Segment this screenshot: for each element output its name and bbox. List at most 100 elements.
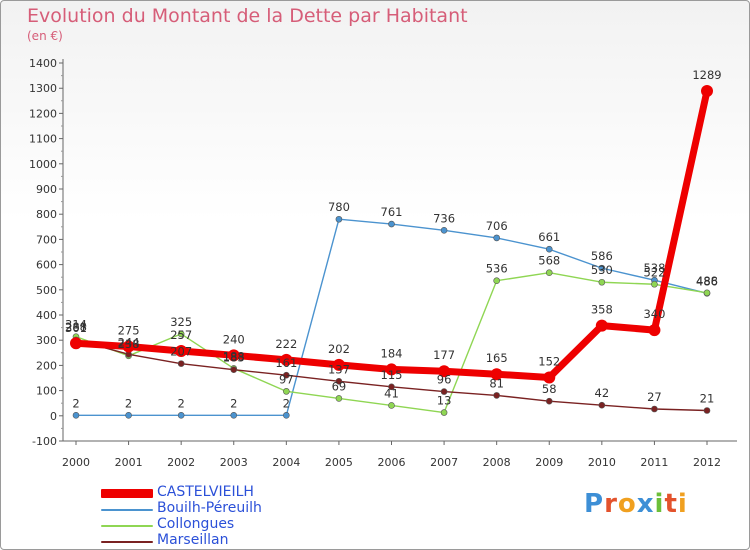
y-tick-label: 1200: [29, 107, 57, 120]
data-point: [493, 234, 500, 242]
data-label: 202: [328, 342, 350, 356]
x-tick-label: 2003: [220, 456, 248, 469]
data-label: 177: [433, 348, 455, 362]
x-tick-label: 2011: [640, 456, 668, 469]
data-point: [545, 245, 553, 253]
data-label: 2: [72, 396, 79, 410]
x-tick-label: 2005: [325, 456, 353, 469]
data-point: [440, 227, 448, 234]
legend-swatch: [101, 489, 153, 498]
brand-letter: P: [584, 489, 605, 519]
y-tick-label: 1100: [29, 133, 57, 146]
data-label: 222: [275, 337, 297, 351]
brand-logo: Proxiti: [584, 489, 688, 519]
data-label: 21: [700, 392, 715, 406]
x-tick-label: 2010: [588, 456, 616, 469]
brand-letter: t: [664, 489, 678, 519]
legend-swatch: [101, 509, 153, 511]
y-tick-label: 100: [36, 385, 57, 398]
data-label: 257: [170, 328, 192, 342]
legend-label: Bouilh-Péreuilh: [157, 500, 262, 516]
data-point: [388, 383, 395, 391]
x-tick-label: 2000: [62, 456, 90, 469]
x-tick-label: 2007: [430, 456, 458, 469]
data-point: [283, 388, 290, 395]
data-label: 488: [696, 274, 718, 288]
x-tick-label: 2001: [115, 456, 143, 469]
data-point: [125, 411, 132, 419]
data-label: 2: [230, 396, 237, 410]
y-tick-label: 900: [36, 183, 57, 196]
data-label: 2: [125, 396, 132, 410]
legend-label: CASTELVIEILH: [157, 484, 254, 500]
data-label: 780: [328, 200, 350, 214]
data-label: 486: [696, 274, 718, 288]
x-tick-label: 2008: [483, 456, 511, 469]
data-point: [283, 411, 290, 419]
series-line: [443, 271, 708, 414]
brand-letter: x: [636, 489, 655, 519]
series-layer: [70, 84, 713, 419]
data-label: 41: [384, 386, 399, 400]
data-point: [703, 407, 711, 414]
data-label: 568: [538, 254, 560, 268]
data-point: [335, 395, 343, 402]
data-label: 2: [178, 396, 185, 410]
legend-label: Marseillan: [157, 532, 229, 548]
data-label: 325: [170, 315, 192, 329]
data-point: [280, 353, 293, 366]
brand-logo-text: Proxiti: [584, 489, 688, 519]
data-point: [438, 365, 451, 378]
brand-letter: i: [654, 489, 665, 519]
data-point: [230, 366, 238, 373]
data-label: 538: [643, 261, 665, 275]
data-label: 314: [65, 318, 87, 332]
x-tick-label: 2002: [167, 456, 195, 469]
chart-title: Evolution du Montant de la Dette par Hab…: [27, 5, 468, 27]
legend-swatch: [101, 541, 153, 543]
y-tick-label: 1300: [29, 82, 57, 95]
data-label: 2: [283, 396, 290, 410]
data-point: [543, 371, 556, 384]
data-label: 244: [118, 335, 140, 349]
data-label: 42: [595, 386, 610, 400]
y-tick-label: 600: [36, 259, 57, 272]
data-label: 58: [542, 382, 557, 396]
data-label: 188: [223, 349, 245, 363]
data-label: 161: [275, 356, 297, 370]
series-marseillan: [72, 336, 711, 414]
y-tick-label: 200: [36, 359, 57, 372]
data-label: 137: [328, 362, 350, 376]
y-tick-label: 0: [50, 410, 57, 423]
data-label: 340: [643, 307, 665, 321]
data-label: 115: [381, 368, 403, 382]
data-label: 522: [643, 265, 665, 279]
data-point: [70, 337, 82, 350]
y-tick-label: 1400: [29, 57, 57, 70]
data-label: 706: [486, 219, 508, 233]
data-label: 275: [118, 324, 140, 338]
chart-unit: (en €): [27, 29, 63, 43]
brand-letter: r: [604, 489, 618, 519]
chart-axes: -100 0 100 200 300 400 500 600 700 800 900 1000 1100…: [29, 57, 737, 469]
data-point: [122, 340, 135, 353]
y-tick-label: 400: [36, 309, 57, 322]
brand-letter: o: [617, 489, 637, 519]
data-label: 207: [170, 345, 192, 359]
data-point: [177, 360, 185, 367]
data-point: [332, 358, 345, 371]
data-label: 530: [591, 263, 613, 277]
data-point: [283, 371, 290, 379]
data-point: [227, 349, 240, 362]
data-label: 27: [647, 390, 662, 404]
data-point: [335, 377, 343, 385]
data-point: [388, 402, 395, 409]
data-label: 586: [591, 249, 613, 263]
data-label: 536: [486, 262, 508, 276]
data-point: [490, 368, 503, 381]
x-tick-label: 2012: [693, 456, 721, 469]
data-point: [598, 401, 606, 409]
data-point: [440, 409, 448, 416]
